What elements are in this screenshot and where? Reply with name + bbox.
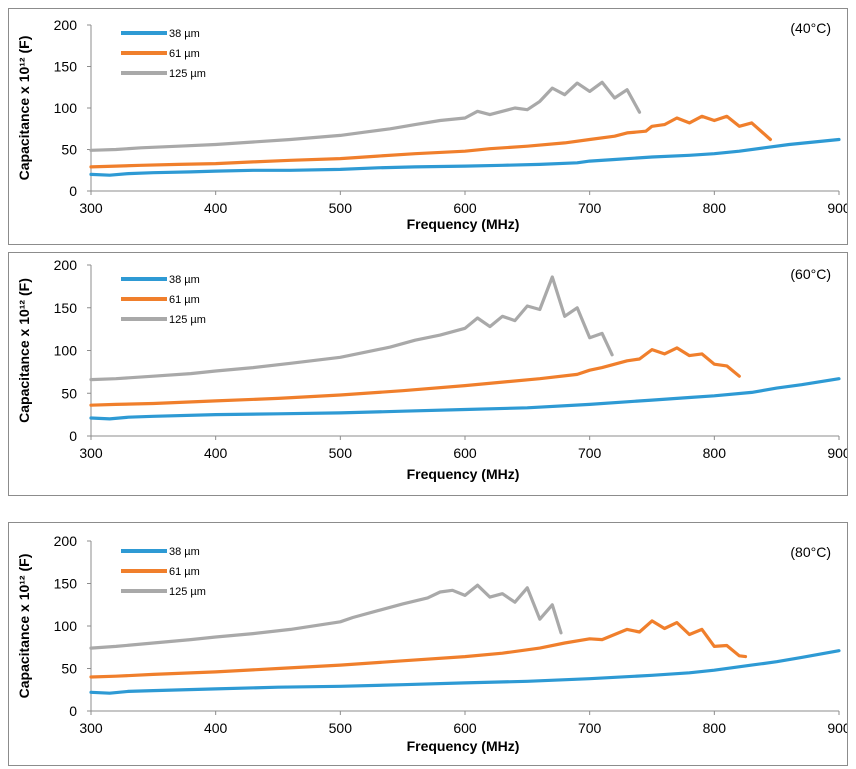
y-axis-label: Capacitance x 10¹² (F) (16, 36, 32, 181)
x-tick-label: 800 (703, 720, 727, 736)
temperature-annotation: (60°C) (790, 266, 831, 282)
x-tick-label: 900 (827, 445, 847, 461)
y-tick-label: 50 (61, 142, 77, 158)
series-line-0 (89, 137, 841, 177)
series-line-1 (89, 114, 772, 169)
legend-label-1: 61 µm (169, 48, 200, 60)
series-line-2 (89, 583, 563, 650)
x-axis-label: Frequency (MHz) (407, 216, 520, 232)
chart-60c: 0 50 100 150 200 300 400 500 600 700 800 900 Frequen… (16, 257, 847, 482)
x-tick-label: 300 (79, 445, 103, 461)
legend-label-1: 61 µm (169, 294, 200, 306)
chart-40c: 0 50 100 150 200 300 400 500 600 700 800 900 Frequen… (16, 17, 847, 232)
y-tick-label: 200 (54, 533, 78, 549)
y-tick-label: 100 (54, 618, 78, 634)
temperature-annotation: (40°C) (790, 20, 831, 36)
x-tick-label: 600 (453, 720, 477, 736)
x-tick-label: 600 (453, 445, 477, 461)
x-tick-label: 400 (204, 720, 228, 736)
series-line-0 (89, 649, 841, 695)
legend-label-0: 38 µm (169, 546, 200, 558)
legend-label-0: 38 µm (169, 28, 200, 40)
y-tick-label: 0 (69, 703, 77, 719)
series-line-2 (89, 275, 614, 382)
chart-panel-40c: 0 50 100 150 200 300 400 500 600 700 800 900 Frequen… (8, 8, 848, 245)
y-tick-label: 100 (54, 100, 78, 116)
x-tick-label: 800 (703, 200, 727, 216)
chart-panel-80c: 0 50 100 150 200 300 400 500 600 700 800 900 Frequen… (8, 522, 848, 766)
y-tick-label: 0 (69, 428, 77, 444)
y-axis-label: Capacitance x 10¹² (F) (16, 554, 32, 699)
x-axis-label: Frequency (MHz) (407, 466, 520, 482)
x-tick-label: 400 (204, 200, 228, 216)
legend-label-0: 38 µm (169, 274, 200, 286)
x-tick-label: 300 (79, 200, 103, 216)
y-tick-label: 150 (54, 59, 78, 75)
x-tick-label: 400 (204, 445, 228, 461)
x-tick-label: 800 (703, 445, 727, 461)
x-tick-label: 900 (827, 200, 847, 216)
x-tick-label: 500 (329, 720, 353, 736)
x-axis-label: Frequency (MHz) (407, 738, 520, 754)
y-axis-label: Capacitance x 10¹² (F) (16, 278, 32, 423)
x-tick-label: 300 (79, 720, 103, 736)
x-tick-label: 700 (578, 445, 602, 461)
y-tick-label: 100 (54, 343, 78, 359)
temperature-annotation: (80°C) (790, 544, 831, 560)
y-tick-label: 50 (61, 661, 77, 677)
series-line-0 (89, 377, 841, 421)
y-tick-label: 200 (54, 257, 78, 273)
y-tick-label: 50 (61, 385, 77, 401)
x-tick-label: 700 (578, 200, 602, 216)
legend-label-2: 125 µm (169, 586, 206, 598)
series-line-1 (89, 619, 748, 679)
y-tick-label: 150 (54, 300, 78, 316)
legend-label-2: 125 µm (169, 314, 206, 326)
y-tick-label: 0 (69, 183, 77, 199)
x-tick-label: 600 (453, 200, 477, 216)
x-tick-label: 900 (827, 720, 847, 736)
y-tick-label: 150 (54, 576, 78, 592)
legend-label-1: 61 µm (169, 566, 200, 578)
legend-label-2: 125 µm (169, 68, 206, 80)
chart-80c: 0 50 100 150 200 300 400 500 600 700 800 900 Frequen… (16, 533, 847, 754)
x-tick-label: 500 (329, 445, 353, 461)
series-line-1 (89, 346, 741, 407)
x-tick-label: 500 (329, 200, 353, 216)
chart-panel-60c: 0 50 100 150 200 300 400 500 600 700 800 900 Frequen… (8, 252, 848, 496)
x-tick-label: 700 (578, 720, 602, 736)
series-line-2 (89, 80, 642, 152)
y-tick-label: 200 (54, 17, 78, 33)
